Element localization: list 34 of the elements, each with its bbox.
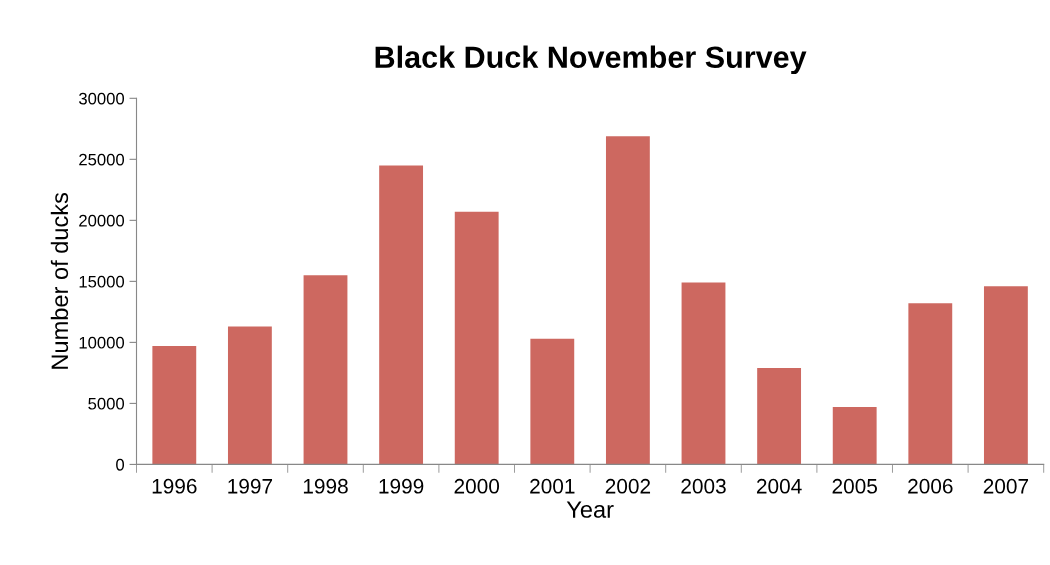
x-tick-label: 1996 xyxy=(152,478,197,494)
y-tick-label: 5000 xyxy=(88,397,125,410)
y-tick-label: 20000 xyxy=(79,214,125,227)
bar xyxy=(605,136,650,465)
x-tick-label: 2005 xyxy=(832,478,877,494)
bar xyxy=(983,286,1028,465)
bar xyxy=(908,303,953,465)
bar xyxy=(757,368,802,465)
x-tick-label: 2004 xyxy=(756,478,802,494)
bar xyxy=(379,165,424,465)
bar xyxy=(303,275,348,465)
x-tick-label: 1997 xyxy=(228,478,273,494)
y-tick-label: 15000 xyxy=(79,275,125,288)
x-tick-label: 2002 xyxy=(605,478,651,494)
x-tick-label: 2006 xyxy=(908,478,953,494)
bar xyxy=(152,346,197,465)
bar xyxy=(832,407,877,465)
x-tick-label: 2001 xyxy=(530,478,575,494)
chart-title: Black Duck November Survey xyxy=(375,45,807,75)
bar xyxy=(530,338,575,465)
bar xyxy=(227,326,272,465)
bar xyxy=(454,211,499,465)
y-axis-title: Number of ducks xyxy=(50,192,69,369)
bar xyxy=(681,282,726,465)
x-tick-label: 1998 xyxy=(303,478,348,494)
x-tick-label: 2000 xyxy=(454,478,500,494)
y-tick-label: 0 xyxy=(116,458,125,471)
y-tick-label: 25000 xyxy=(79,153,125,166)
x-axis-title: Year xyxy=(566,501,614,518)
y-tick-label: 10000 xyxy=(79,336,125,349)
x-tick-label: 1999 xyxy=(379,478,424,494)
x-tick-label: 2003 xyxy=(681,478,726,494)
y-tick-label: 30000 xyxy=(78,92,125,105)
x-tick-label: 2007 xyxy=(983,478,1029,494)
